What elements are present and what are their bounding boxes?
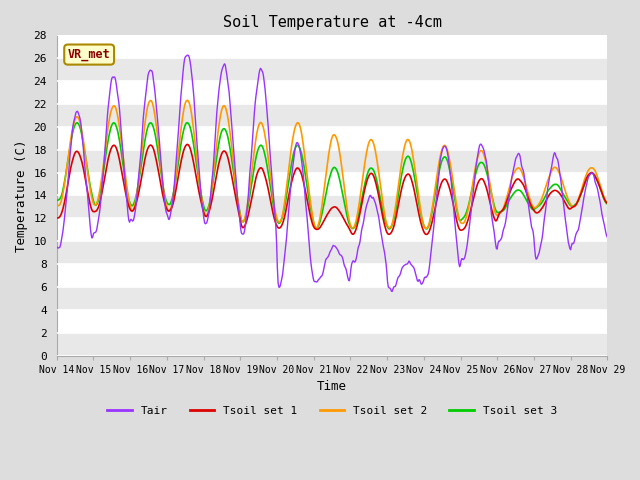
Bar	[57, 333, 607, 356]
Title: Soil Temperature at -4cm: Soil Temperature at -4cm	[223, 15, 442, 30]
Bar	[57, 58, 607, 81]
Bar	[57, 195, 607, 218]
X-axis label: Time: Time	[317, 380, 347, 393]
Legend: Tair, Tsoil set 1, Tsoil set 2, Tsoil set 3: Tair, Tsoil set 1, Tsoil set 2, Tsoil se…	[103, 402, 561, 420]
Y-axis label: Temperature (C): Temperature (C)	[15, 139, 28, 252]
Bar	[57, 241, 607, 264]
Bar	[57, 104, 607, 127]
Text: VR_met: VR_met	[68, 48, 111, 61]
Bar	[57, 287, 607, 310]
Bar	[57, 150, 607, 173]
